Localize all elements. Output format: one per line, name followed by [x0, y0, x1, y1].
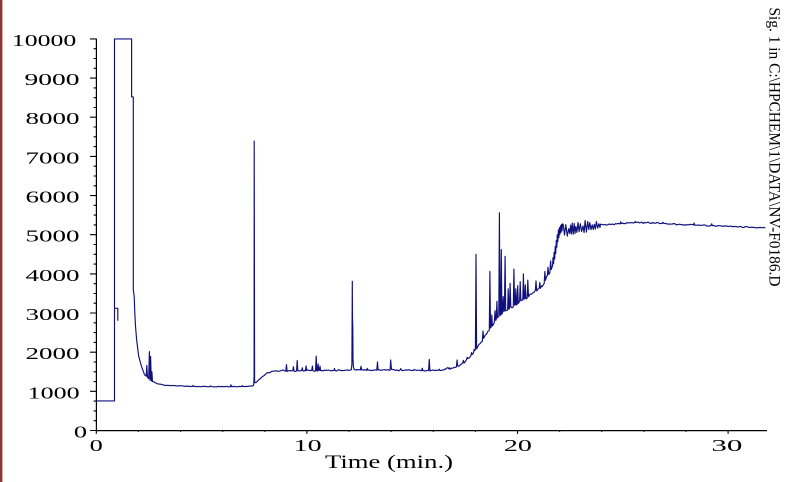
svg-text:7000: 7000: [26, 148, 80, 167]
svg-text:20: 20: [504, 436, 532, 455]
svg-text:1000: 1000: [28, 383, 80, 402]
svg-text:2000: 2000: [26, 344, 80, 363]
svg-text:30: 30: [711, 436, 742, 455]
svg-text:0: 0: [74, 422, 87, 441]
svg-text:Sig. 1 in C:\HPCHEM\1\DATA\NV-: Sig. 1 in C:\HPCHEM\1\DATA\NV-F0186.D: [765, 8, 783, 287]
svg-text:0: 0: [90, 436, 103, 455]
svg-text:9000: 9000: [25, 70, 80, 89]
svg-text:5000: 5000: [26, 227, 80, 246]
svg-text:6000: 6000: [26, 188, 80, 207]
svg-text:4000: 4000: [26, 266, 80, 285]
svg-text:10000: 10000: [12, 31, 77, 50]
svg-text:8000: 8000: [26, 109, 80, 128]
svg-text:10: 10: [294, 436, 322, 455]
svg-text:3000: 3000: [26, 305, 80, 324]
svg-text:Time (min.): Time (min.): [325, 452, 453, 473]
